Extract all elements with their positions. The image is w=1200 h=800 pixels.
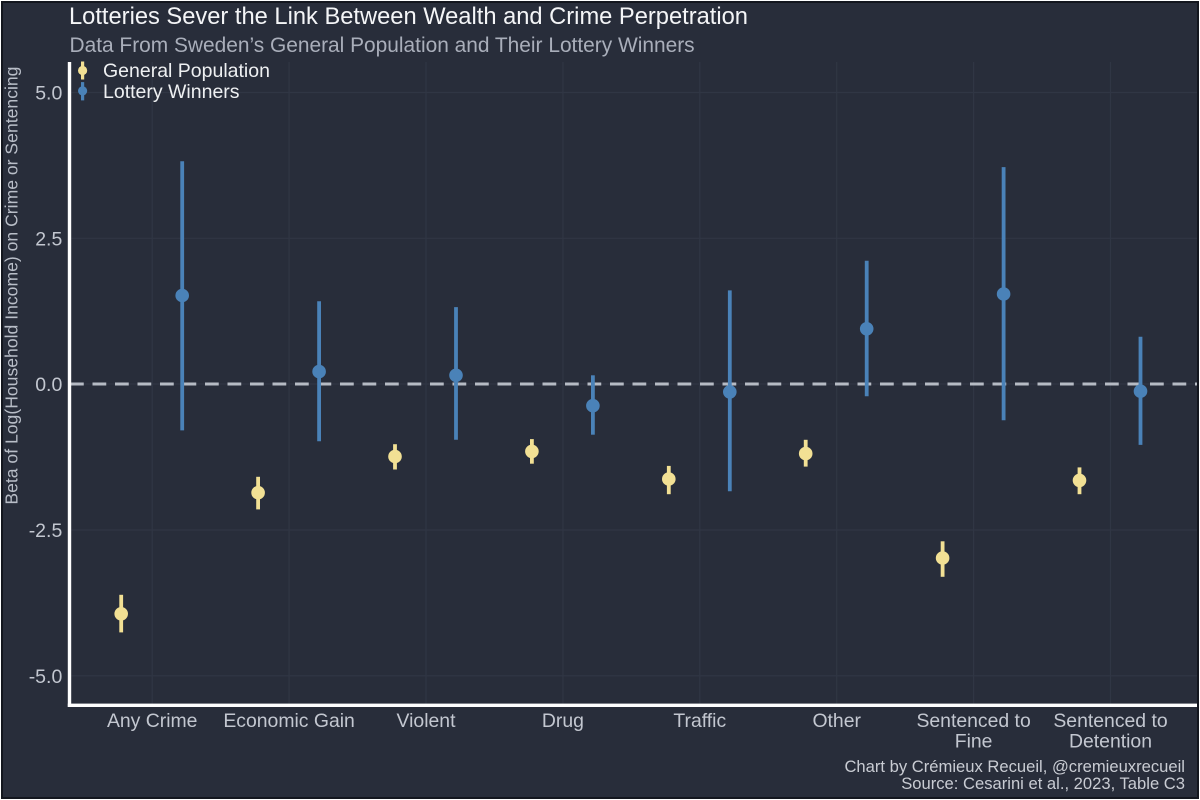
svg-text:Sentenced to: Sentenced to: [1053, 710, 1167, 732]
svg-text:Any Crime: Any Crime: [107, 710, 198, 732]
svg-text:Data From Sweden’s General Pop: Data From Sweden’s General Population an…: [70, 34, 695, 57]
svg-text:Chart by Crémieux Recueil, @cr: Chart by Crémieux Recueil, @cremieuxrecu…: [844, 757, 1185, 776]
svg-text:Drug: Drug: [542, 710, 584, 732]
svg-text:General Population: General Population: [103, 60, 270, 82]
svg-text:Detention: Detention: [1069, 731, 1152, 753]
svg-text:Source: Cesarini et al., 2023,: Source: Cesarini et al., 2023, Table C3: [901, 774, 1185, 793]
svg-text:Lottery Winners: Lottery Winners: [103, 81, 240, 103]
svg-text:-2.5: -2.5: [29, 520, 63, 542]
svg-text:Lotteries Sever the Link Betwe: Lotteries Sever the Link Between Wealth …: [69, 4, 748, 30]
svg-text:Other: Other: [812, 710, 861, 732]
svg-text:Sentenced to: Sentenced to: [916, 710, 1030, 732]
svg-text:0.0: 0.0: [35, 374, 62, 396]
svg-text:-5.0: -5.0: [29, 666, 63, 688]
svg-text:Fine: Fine: [955, 731, 993, 753]
svg-text:Traffic: Traffic: [673, 710, 726, 732]
svg-text:5.0: 5.0: [35, 83, 62, 105]
svg-text:Economic Gain: Economic Gain: [223, 710, 354, 732]
svg-text:Beta of Log(Household Income): Beta of Log(Household Income) on Crime o…: [2, 67, 22, 505]
svg-text:Violent: Violent: [397, 710, 457, 732]
svg-text:2.5: 2.5: [35, 228, 62, 250]
